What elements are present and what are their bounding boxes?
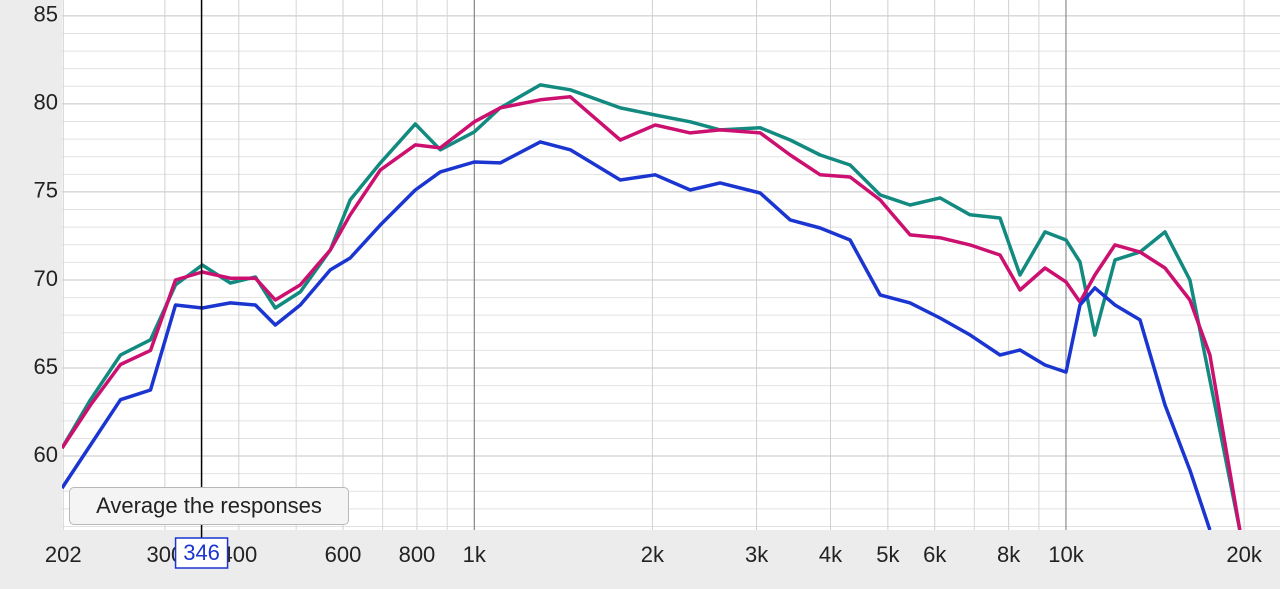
x-tick-label: 800 <box>399 542 436 567</box>
average-button[interactable]: Average the responses <box>69 487 349 525</box>
x-tick-label: 2k <box>641 542 665 567</box>
response-curve <box>62 140 1212 530</box>
x-tick-label: 20k <box>1226 542 1262 567</box>
y-tick-label: 85 <box>34 2 58 27</box>
x-tick-label: 3k <box>745 542 769 567</box>
x-tick-label: 6k <box>923 542 947 567</box>
cursor-box <box>174 537 229 569</box>
x-tick-label: 4k <box>819 542 843 567</box>
x-tick-label: 1k <box>463 542 487 567</box>
x-tick-label: 202 <box>45 542 82 567</box>
y-tick-label: 70 <box>34 266 58 291</box>
curves <box>62 83 1242 530</box>
cursor-label: 346 <box>183 540 220 565</box>
y-tick-label: 65 <box>34 354 58 379</box>
x-tick-label: 5k <box>876 542 900 567</box>
y-tick-label: 60 <box>34 442 58 467</box>
x-tick-label: 8k <box>997 542 1021 567</box>
plot-area <box>62 0 1280 530</box>
x-tick-label: 10k <box>1048 542 1084 567</box>
response-curve <box>62 95 1242 530</box>
y-tick-label: 80 <box>34 90 58 115</box>
x-tick-label: 600 <box>325 542 362 567</box>
y-tick-label: 75 <box>34 178 58 203</box>
